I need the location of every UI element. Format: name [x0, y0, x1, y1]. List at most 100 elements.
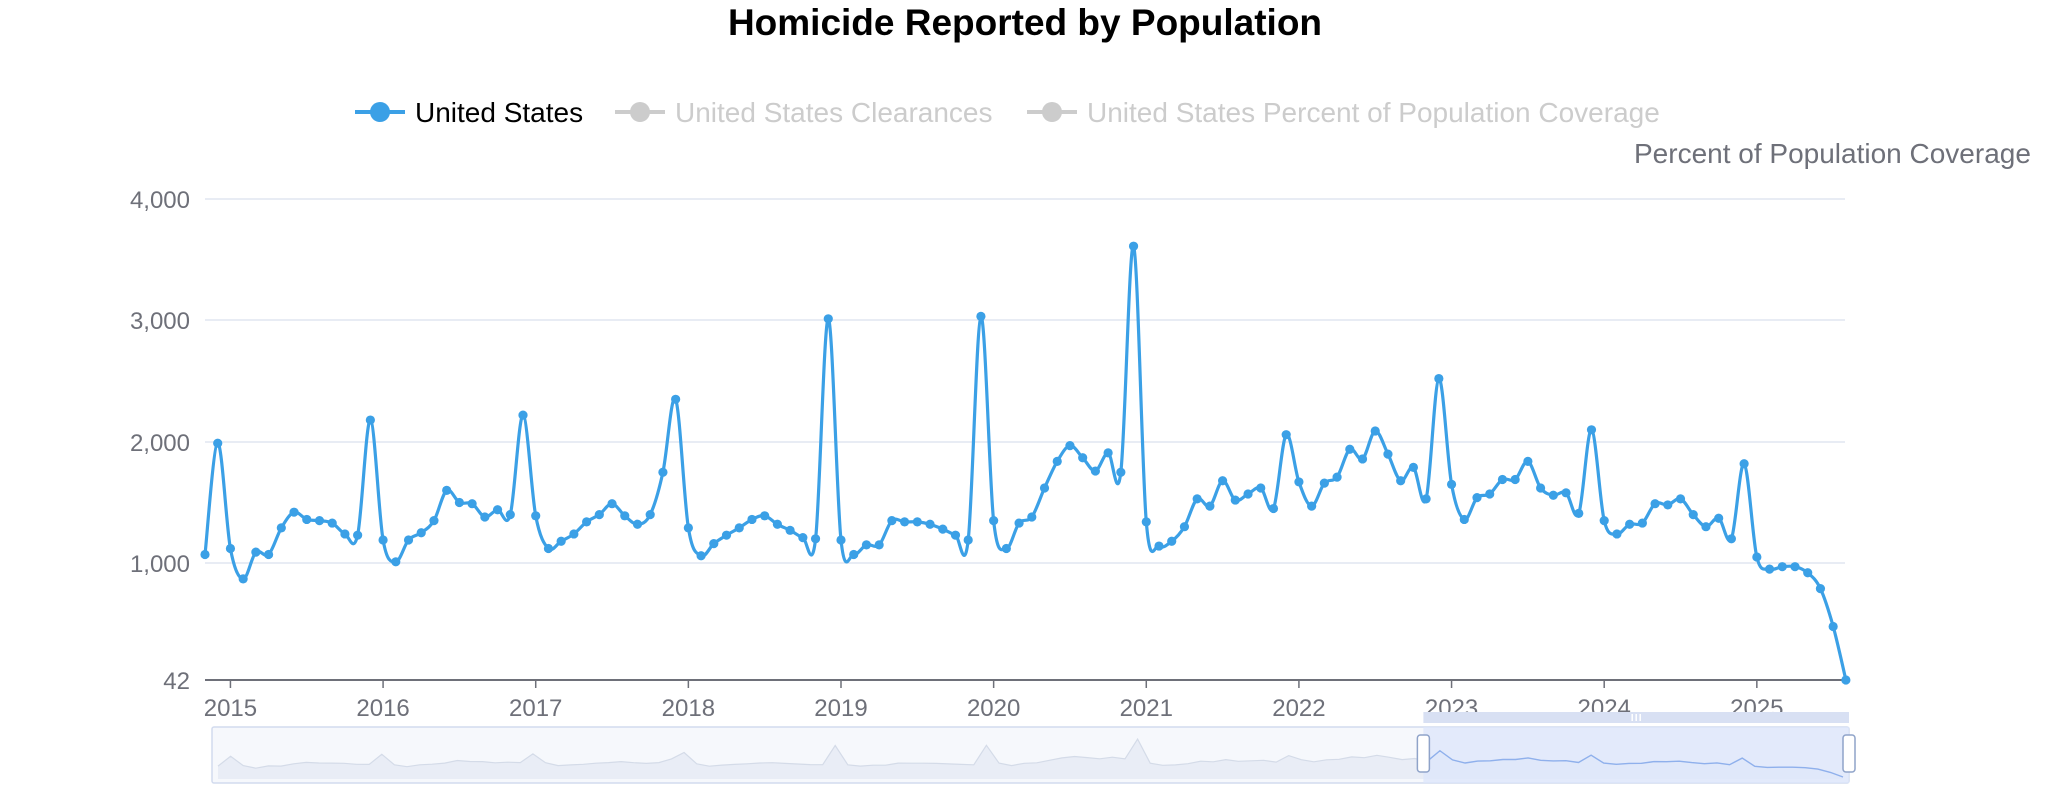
data-point[interactable] — [1625, 519, 1635, 529]
data-point[interactable] — [1243, 489, 1253, 499]
data-point[interactable] — [1128, 241, 1139, 251]
data-point[interactable] — [1294, 477, 1304, 487]
data-point[interactable] — [1345, 444, 1355, 454]
data-point[interactable] — [1497, 474, 1508, 485]
data-point[interactable] — [518, 410, 528, 420]
data-point[interactable] — [887, 516, 897, 526]
data-point[interactable] — [1370, 426, 1380, 436]
data-point[interactable] — [1536, 483, 1546, 493]
data-point[interactable] — [531, 511, 541, 521]
data-point[interactable] — [1179, 522, 1190, 532]
data-point[interactable] — [1167, 536, 1177, 546]
data-point[interactable] — [1014, 518, 1024, 528]
data-point[interactable] — [1726, 534, 1736, 544]
data-point[interactable] — [251, 547, 261, 557]
data-point[interactable] — [1599, 516, 1609, 526]
data-point[interactable] — [861, 540, 872, 550]
data-point[interactable] — [976, 311, 986, 321]
data-point[interactable] — [760, 511, 770, 521]
data-point[interactable] — [378, 535, 388, 545]
data-point[interactable] — [543, 543, 554, 554]
data-point[interactable] — [1396, 476, 1406, 486]
data-point[interactable] — [365, 415, 375, 425]
data-point[interactable] — [989, 516, 999, 526]
data-point[interactable] — [1739, 459, 1749, 469]
data-point[interactable] — [1752, 552, 1762, 562]
data-point[interactable] — [1777, 562, 1787, 572]
data-point[interactable] — [276, 523, 286, 533]
data-point[interactable] — [1090, 466, 1100, 476]
data-point[interactable] — [798, 532, 808, 543]
data-point[interactable] — [1052, 456, 1062, 466]
legend-item-3[interactable]: United States Percent of Population Cove… — [1027, 97, 1660, 128]
data-point[interactable] — [785, 525, 795, 535]
data-point[interactable] — [874, 540, 884, 550]
data-point[interactable] — [1421, 494, 1431, 504]
data-point[interactable] — [900, 517, 910, 527]
data-point[interactable] — [810, 534, 821, 544]
data-point[interactable] — [925, 519, 935, 529]
data-point[interactable] — [772, 519, 783, 529]
data-point[interactable] — [353, 530, 363, 540]
data-point[interactable] — [1612, 529, 1622, 539]
data-point[interactable] — [429, 516, 439, 526]
data-point[interactable] — [1815, 584, 1826, 594]
data-point[interactable] — [454, 497, 464, 508]
data-point[interactable] — [1548, 490, 1558, 500]
data-point[interactable] — [1230, 495, 1240, 505]
data-point[interactable] — [302, 514, 312, 525]
data-point[interactable] — [1459, 514, 1469, 525]
data-point[interactable] — [950, 530, 961, 540]
zoom-handle-left[interactable] — [1416, 734, 1431, 773]
data-point[interactable] — [1001, 543, 1011, 554]
data-point[interactable] — [1281, 430, 1291, 440]
data-point[interactable] — [1078, 453, 1088, 463]
data-point[interactable] — [569, 529, 579, 539]
data-point[interactable] — [442, 485, 452, 495]
data-point[interactable] — [1523, 456, 1533, 466]
data-point[interactable] — [1446, 479, 1457, 489]
data-point[interactable] — [747, 514, 757, 525]
data-point[interactable] — [1065, 441, 1075, 451]
data-point[interactable] — [213, 438, 223, 448]
data-point[interactable] — [1688, 509, 1698, 520]
data-point[interactable] — [1764, 564, 1775, 574]
data-point[interactable] — [340, 529, 350, 539]
data-point[interactable] — [1039, 483, 1050, 493]
data-point[interactable] — [1103, 448, 1113, 458]
data-point[interactable] — [594, 509, 604, 520]
data-point[interactable] — [1383, 449, 1393, 459]
data-point[interactable] — [607, 499, 617, 509]
data-point[interactable] — [314, 516, 325, 526]
data-point[interactable] — [264, 549, 274, 560]
legend-item-1[interactable]: United States — [355, 97, 583, 128]
data-point[interactable] — [200, 549, 210, 560]
data-point[interactable] — [327, 518, 337, 528]
data-point[interactable] — [1828, 621, 1838, 632]
data-point[interactable] — [721, 530, 732, 540]
data-point[interactable] — [1408, 462, 1418, 473]
data-point[interactable] — [1256, 483, 1266, 493]
zoom-selection[interactable] — [1423, 727, 1849, 783]
data-point[interactable] — [505, 509, 515, 520]
data-point[interactable] — [416, 528, 426, 538]
data-point[interactable] — [238, 574, 248, 584]
data-point[interactable] — [556, 536, 566, 546]
data-point[interactable] — [1434, 373, 1444, 384]
data-point[interactable] — [1701, 522, 1711, 532]
data-point[interactable] — [1141, 517, 1151, 527]
data-point[interactable] — [1218, 476, 1228, 486]
data-point[interactable] — [582, 517, 592, 527]
data-point[interactable] — [1841, 675, 1851, 685]
data-point[interactable] — [1116, 467, 1126, 477]
data-point[interactable] — [1357, 454, 1368, 464]
legend-item-2[interactable]: United States Clearances — [615, 97, 993, 128]
data-point[interactable] — [1307, 501, 1317, 511]
data-point[interactable] — [849, 549, 859, 560]
data-point[interactable] — [1472, 493, 1482, 503]
data-point[interactable] — [912, 517, 922, 527]
data-point[interactable] — [1790, 562, 1800, 572]
data-point[interactable] — [492, 505, 503, 515]
data-point[interactable] — [1675, 494, 1686, 504]
data-point[interactable] — [1803, 568, 1813, 578]
